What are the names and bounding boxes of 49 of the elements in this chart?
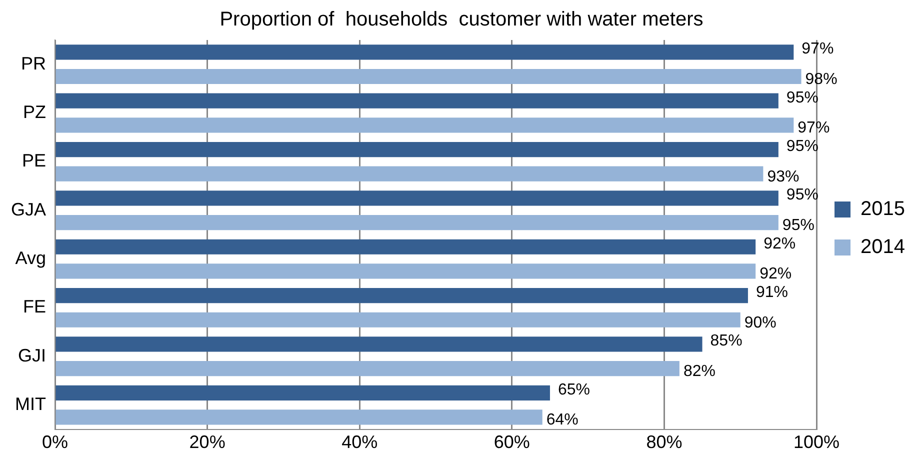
legend-label: 2015	[860, 198, 906, 220]
bar	[56, 44, 794, 60]
data-label: 97%	[798, 120, 830, 137]
data-label: 64%	[546, 412, 578, 429]
data-label: 95%	[782, 216, 814, 234]
legend-label: 2014	[860, 236, 906, 258]
bar	[56, 93, 778, 108]
data-label: 95%	[786, 89, 818, 106]
data-label: 95%	[786, 186, 818, 204]
y-tick-label: PR	[20, 53, 46, 74]
data-label: 98%	[805, 70, 838, 88]
bar	[56, 288, 748, 304]
y-tick-label: MIT	[15, 394, 46, 414]
x-tick-label: 100%	[793, 432, 840, 452]
chart-title: Proportion of households customer with water meters	[220, 8, 704, 31]
bar	[56, 385, 550, 400]
data-label: 65%	[558, 381, 590, 398]
data-label: 93%	[767, 168, 800, 186]
data-label: 91%	[756, 284, 788, 301]
data-label: 97%	[802, 40, 834, 58]
data-label: 90%	[744, 314, 776, 332]
data-label: 95%	[786, 138, 818, 155]
bar	[56, 118, 794, 133]
data-label: 92%	[760, 266, 792, 283]
x-tick-label: 60%	[494, 432, 530, 452]
y-tick-label: GJA	[10, 199, 46, 220]
bar	[56, 361, 680, 376]
y-tick-label: Avg	[15, 248, 46, 268]
x-tick-label: 20%	[189, 432, 226, 452]
bar	[56, 190, 778, 206]
x-tick-label: 80%	[646, 432, 682, 452]
bar	[56, 336, 702, 352]
bar	[56, 68, 802, 84]
bar	[56, 214, 778, 230]
bar	[56, 312, 740, 328]
bar	[56, 410, 542, 425]
data-label: 82%	[683, 362, 716, 380]
data-label: 92%	[764, 235, 796, 252]
data-label: 85%	[710, 332, 742, 350]
bar	[56, 264, 756, 279]
y-tick-label: PE	[22, 150, 46, 171]
y-tick-label: GJI	[18, 345, 46, 366]
y-tick-label: FE	[22, 296, 46, 317]
bar	[56, 166, 764, 182]
bar	[56, 239, 756, 254]
x-tick-label: 0%	[42, 432, 68, 452]
x-tick-label: 40%	[342, 432, 378, 452]
bar	[56, 142, 778, 158]
y-tick-label: PZ	[22, 102, 46, 122]
